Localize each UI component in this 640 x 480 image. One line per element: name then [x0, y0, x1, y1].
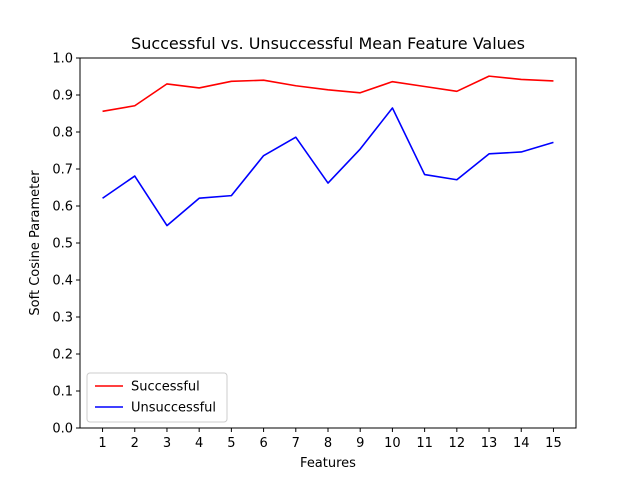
x-tick-label: 3	[163, 436, 171, 451]
chart-title: Successful vs. Unsuccessful Mean Feature…	[131, 34, 525, 53]
x-tick-label: 7	[292, 436, 300, 451]
x-tick-label: 14	[513, 436, 530, 451]
y-tick-label: 0.4	[52, 274, 73, 289]
x-tick-label: 12	[449, 436, 466, 451]
x-tick-label: 5	[227, 436, 235, 451]
x-axis: 1 2 3 4 5 6 7 8 9 10 11 12 13 14 15	[98, 428, 562, 451]
y-tick-label: 0.2	[52, 348, 73, 363]
y-axis-title: Soft Cosine Parameter	[28, 170, 43, 316]
plot-area-frame	[79, 57, 577, 429]
x-tick-label: 10	[384, 436, 401, 451]
x-tick-label: 13	[481, 436, 498, 451]
x-tick-label: 9	[356, 436, 364, 451]
x-tick-label: 2	[131, 436, 139, 451]
y-tick-label: 0.7	[52, 163, 73, 178]
y-tick-label: 0.6	[52, 200, 73, 215]
x-tick-label: 1	[98, 436, 106, 451]
x-tick-label: 11	[416, 436, 433, 451]
y-axis: 0.0 0.1 0.2 0.3 0.4 0.5 0.6 0.7 0.8 0.9 1.0	[52, 52, 80, 437]
y-tick-label: 1.0	[52, 52, 73, 67]
legend-label-successful: Successful	[131, 380, 200, 395]
y-tick-label: 0.5	[52, 237, 73, 252]
legend: Successful Unsuccessful	[86, 372, 228, 423]
series-layer	[102, 75, 554, 227]
series-line-successful	[102, 75, 554, 113]
y-tick-label: 0.1	[52, 385, 73, 400]
legend-label-unsuccessful: Unsuccessful	[131, 401, 216, 416]
x-tick-label: 8	[324, 436, 332, 451]
series-line-unsuccessful	[102, 107, 554, 227]
x-tick-label: 15	[545, 436, 562, 451]
x-axis-title: Features	[300, 456, 356, 471]
y-tick-label: 0.0	[52, 422, 73, 437]
y-tick-label: 0.9	[52, 89, 73, 104]
y-tick-label: 0.8	[52, 126, 73, 141]
x-tick-label: 6	[259, 436, 267, 451]
y-tick-label: 0.3	[52, 311, 73, 326]
x-tick-label: 4	[195, 436, 203, 451]
